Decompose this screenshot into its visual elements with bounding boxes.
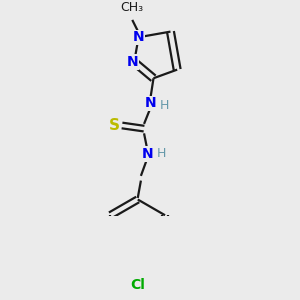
Text: N: N [141,147,153,161]
Text: H: H [160,98,169,112]
Text: H: H [157,147,166,160]
Text: S: S [109,118,120,133]
Text: N: N [145,96,156,110]
Text: N: N [133,30,144,44]
Text: CH₃: CH₃ [121,1,144,13]
Text: Cl: Cl [130,278,145,292]
Text: N: N [127,55,138,69]
